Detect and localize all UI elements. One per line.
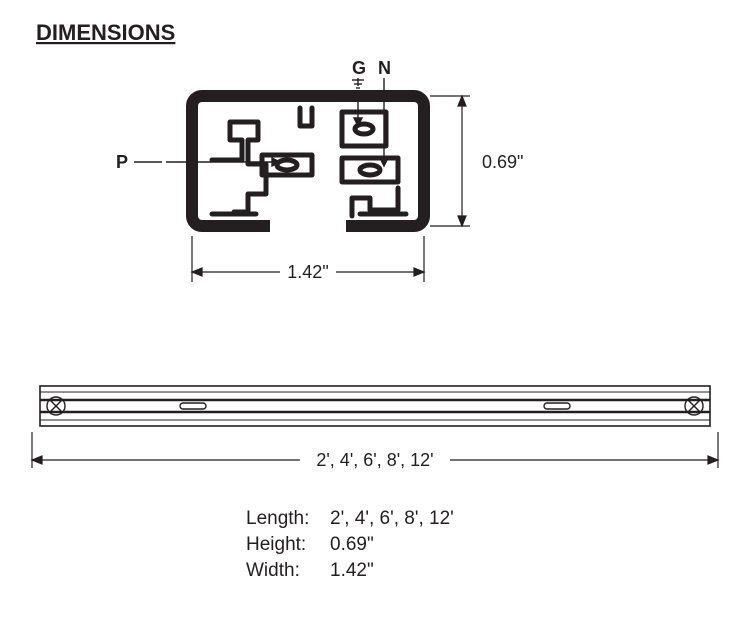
label-p: P (116, 152, 128, 172)
width-dimension-value: 1.42" (287, 262, 328, 282)
spec-value: 2', 4', 6', 8', 12' (330, 508, 454, 529)
spec-key: Width: (246, 560, 300, 581)
spec-value: 0.69" (330, 534, 374, 555)
spec-key: Height: (246, 534, 306, 555)
length-dimension-value: 2', 4', 6', 8', 12' (316, 450, 433, 470)
spec-value: 1.42" (330, 560, 374, 581)
label-g: G (352, 58, 366, 78)
height-dimension-value: 0.69" (482, 152, 523, 172)
spec-table: Length: 2', 4', 6', 8', 12' Height: 0.69" Wi… (246, 508, 454, 581)
height-dimension (430, 96, 470, 226)
section-title: DIMENSIONS (36, 20, 175, 45)
spec-key: Length: (246, 508, 309, 529)
ground-symbol-icon (352, 78, 364, 88)
label-n: N (378, 58, 391, 78)
cross-section-drawing (192, 96, 424, 236)
side-rail-drawing (40, 386, 710, 426)
